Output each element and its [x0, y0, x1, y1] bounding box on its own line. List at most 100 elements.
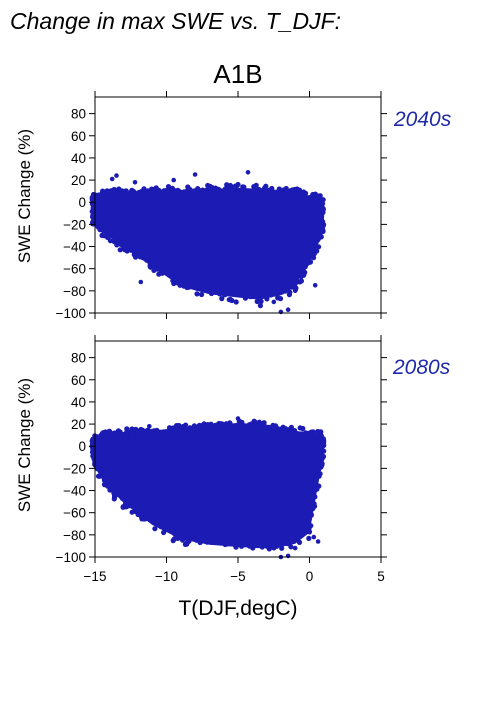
scatter-point [147, 517, 153, 523]
scatter-point [293, 231, 299, 237]
scatter-point [277, 241, 283, 248]
scatter-point [281, 201, 287, 207]
scatter-point [270, 257, 276, 263]
scatter-point [224, 466, 230, 472]
scatter-point [279, 481, 285, 487]
scatter-point [160, 222, 166, 228]
scatter-point [176, 271, 182, 277]
scatter-point [93, 193, 99, 200]
scatter-point [300, 469, 306, 475]
y-tick-label: −20 [63, 217, 86, 232]
scatter-point [169, 186, 175, 192]
scatter-point [153, 194, 159, 201]
scatter-point [302, 197, 308, 203]
scatter-point [130, 225, 136, 231]
scatter-point [140, 439, 146, 445]
scatter-point [167, 514, 173, 520]
scatter-point [284, 513, 290, 519]
scatter-point [119, 495, 125, 501]
scatter-point [120, 457, 126, 463]
scatter-point [196, 222, 202, 228]
scatter-point [164, 208, 170, 214]
scatter-point [210, 234, 216, 240]
scatter-point [249, 426, 255, 432]
scatter-point [201, 530, 207, 537]
scatter-point [283, 442, 289, 448]
scatter-point [300, 245, 307, 251]
scatter-point [247, 263, 253, 269]
scatter-point [260, 195, 266, 201]
scatter-point [297, 225, 303, 232]
scatter-point [192, 229, 198, 236]
scatter-point [131, 197, 137, 203]
scatter-point [269, 448, 276, 454]
scatter-point [263, 424, 270, 430]
scatter-point [185, 277, 192, 283]
scatter-point [247, 433, 253, 439]
scatter-point [266, 188, 272, 194]
y-tick-label: −80 [63, 284, 86, 299]
scatter-point [127, 235, 133, 242]
scatter-point [249, 465, 255, 471]
scatter-point [303, 254, 309, 260]
scatter-point [107, 198, 113, 205]
scatter-point [151, 454, 157, 460]
scatter-point [96, 473, 102, 479]
scatter-point [298, 201, 305, 207]
scatter-point [147, 210, 153, 216]
scatter-point [204, 231, 210, 237]
scatter-point [270, 251, 276, 257]
scatter-point [238, 215, 244, 221]
scatter-point [261, 526, 267, 532]
scatter-point [197, 231, 203, 237]
scatter-point [289, 196, 295, 202]
scatter-point [265, 513, 272, 520]
scatter-point [243, 193, 249, 199]
scatter-outlier [192, 172, 198, 177]
scatter-point [155, 215, 161, 222]
scatter-point [120, 222, 126, 228]
scatter-point [305, 206, 311, 212]
scatter-point [279, 545, 285, 551]
scatter-point [91, 205, 97, 211]
y-tick-label: 80 [71, 107, 86, 122]
scatter-point [276, 282, 282, 289]
scatter-point [282, 267, 288, 273]
scatter-point [232, 423, 238, 429]
scatter-point [195, 530, 201, 537]
scatter-point [268, 198, 274, 204]
scatter-point [167, 234, 173, 241]
scatter-point [212, 483, 218, 489]
scatter-point [254, 517, 260, 523]
scatter-point [144, 193, 150, 199]
scatter-point [291, 456, 297, 462]
scatter-point [241, 527, 247, 533]
scatter-point [207, 239, 213, 245]
scatter-point [246, 207, 252, 213]
scatter-point [297, 425, 303, 431]
scatter-point [196, 241, 202, 247]
scatter-point [188, 270, 194, 276]
scatter-point [125, 227, 131, 233]
scatter-point [170, 230, 176, 236]
scatter-point [111, 239, 117, 245]
scatter-point [251, 219, 258, 225]
scatter-point [179, 227, 185, 233]
scatter-point [277, 296, 284, 302]
scatter-point [133, 438, 139, 445]
scatter-point [152, 257, 158, 263]
tick-marks-2040s [89, 91, 387, 319]
scatter-point [129, 188, 135, 194]
scatter-point [94, 201, 100, 207]
scatter-point [96, 208, 102, 214]
scatter-point [242, 202, 248, 209]
scatter-point [121, 210, 127, 216]
scatter-point [129, 509, 135, 515]
scatter-point [261, 185, 268, 191]
scatter-point [165, 221, 171, 227]
scatter-point [163, 214, 169, 220]
scatter-point [219, 296, 225, 302]
scatter-point [259, 275, 265, 281]
scatter-point [151, 239, 157, 245]
scatter-point [270, 233, 276, 239]
